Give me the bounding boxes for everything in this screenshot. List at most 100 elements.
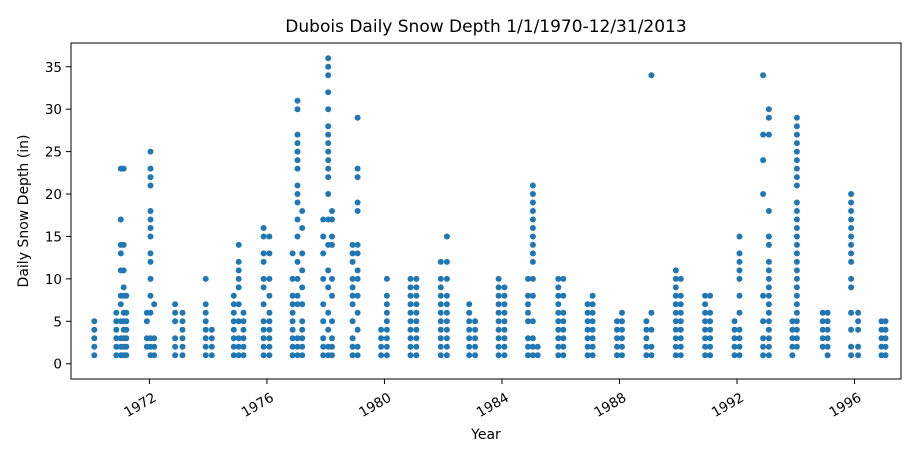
y-tick-label: 20 [45,187,62,203]
data-point [793,233,800,240]
data-point [437,326,444,333]
data-point [240,343,247,350]
data-point [329,275,335,282]
data-point [765,241,772,248]
data-point [289,318,296,325]
data-point [882,343,889,350]
data-point [765,131,772,138]
data-point [230,318,237,325]
data-point [702,318,709,325]
plot-frame [70,42,902,380]
data-point [789,352,796,359]
data-point [329,241,335,248]
data-point [793,174,800,181]
x-tick-label: 1992 [709,390,747,421]
data-point [294,97,301,104]
data-point [560,335,567,342]
data-point [235,352,242,359]
data-point [329,208,335,214]
data-point [560,318,567,325]
data-point [495,318,502,325]
data-point [147,148,154,155]
data-point [294,335,301,342]
data-point [294,258,301,265]
data-point [320,233,327,240]
data-point [123,352,130,359]
data-point [882,352,889,359]
x-axis-label: Year [470,427,501,443]
data-point [643,343,650,350]
data-point [413,352,420,359]
data-point [643,318,650,325]
data-point [793,114,800,121]
data-point [320,250,327,257]
data-point [299,250,306,257]
data-point [529,199,536,206]
data-point [120,284,127,291]
data-point [672,335,679,342]
data-point [325,106,332,113]
data-point [147,292,154,299]
data-point [443,301,450,308]
data-point [172,301,179,308]
data-point [123,318,130,325]
data-point [179,343,186,350]
data-point [235,318,242,325]
data-point [672,292,679,299]
data-point [789,343,796,350]
data-point [793,275,800,282]
data-point [437,258,444,265]
data-point [555,326,562,333]
data-point [383,318,390,325]
x-tick-label: 1996 [826,390,864,421]
data-point [235,258,242,265]
data-point [525,292,531,299]
data-point [793,182,800,189]
data-point [294,352,301,359]
data-point [736,258,743,265]
data-point [179,318,186,325]
data-point [202,326,209,333]
data-point [354,267,361,274]
data-point [294,165,301,172]
data-point [529,216,536,223]
data-point [731,335,738,342]
data-point [525,318,531,325]
data-point [413,275,420,282]
data-point [707,343,714,350]
data-point [443,343,450,350]
data-point [407,301,414,308]
data-point [501,343,508,350]
data-point [325,157,332,164]
data-point [643,335,650,342]
data-point [354,174,361,181]
data-point [325,326,332,333]
data-point [736,267,743,274]
data-point [589,309,596,316]
data-point [736,250,743,257]
data-point [765,233,772,240]
data-point [151,343,158,350]
data-point [672,275,679,282]
data-point [329,335,335,342]
data-point [443,309,450,316]
data-point [702,301,709,308]
data-point [202,301,209,308]
y-axis-label: Daily Snow Depth (in) [16,135,32,288]
data-point [413,301,420,308]
data-point [354,292,361,299]
data-point [260,301,267,308]
y-tick-label: 0 [53,357,62,373]
data-point [208,326,215,333]
data-point [736,309,743,316]
data-point [765,301,772,308]
data-point [677,352,684,359]
data-point [736,326,743,333]
data-point [619,318,625,325]
data-point [584,335,591,342]
data-point [354,309,361,316]
data-point [765,106,772,113]
data-point [707,292,714,299]
data-point [349,250,356,257]
data-point [443,318,450,325]
